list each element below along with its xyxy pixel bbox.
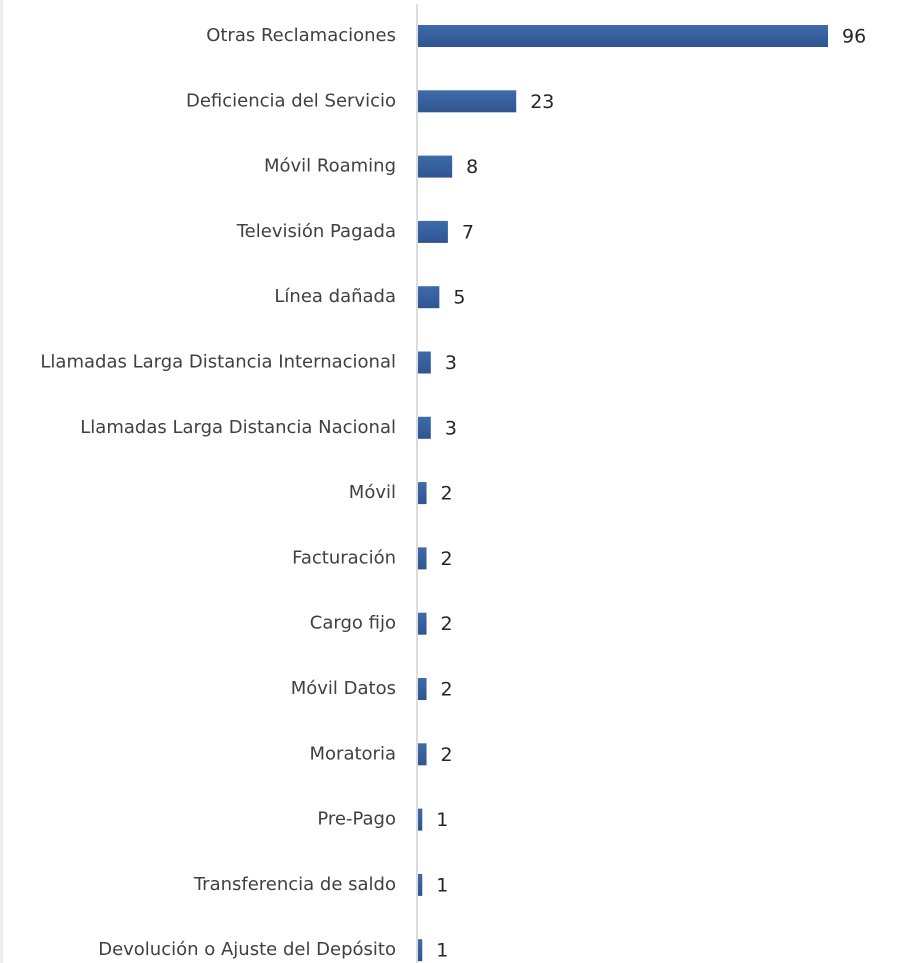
data-label: 7 — [462, 221, 474, 243]
bar — [418, 873, 423, 896]
data-label: 8 — [466, 156, 478, 178]
panel-edge — [0, 0, 3, 963]
data-label: 2 — [441, 548, 453, 570]
bar — [418, 351, 431, 374]
category-label: Pre-Pago — [317, 809, 396, 830]
data-label: 1 — [436, 809, 448, 831]
bar — [418, 482, 427, 505]
category-label: Llamadas Larga Distancia Internacional — [40, 352, 396, 373]
data-label: 96 — [842, 26, 866, 48]
category-label: Deficiencia del Servicio — [186, 90, 396, 111]
category-label: Móvil Roaming — [264, 156, 396, 177]
bar — [418, 808, 423, 831]
data-label: 23 — [530, 91, 554, 113]
bar — [418, 612, 427, 635]
bar — [418, 416, 431, 439]
bar — [418, 220, 448, 243]
bar — [418, 90, 517, 113]
bar — [418, 743, 427, 766]
value-labels-group: 96 23 8 7 5 3 3 2 2 2 2 2 1 1 1 — [436, 26, 866, 962]
bar — [418, 678, 427, 700]
category-label: Móvil Datos — [291, 678, 396, 699]
data-label: 2 — [441, 679, 453, 701]
bar — [418, 939, 423, 962]
category-label: Devolución o Ajuste del Depósito — [98, 939, 396, 960]
data-label: 2 — [441, 483, 453, 505]
data-label: 3 — [445, 417, 457, 439]
bar — [418, 25, 828, 47]
category-label: Moratoria — [310, 743, 396, 764]
data-label: 1 — [436, 940, 448, 962]
category-label: Otras Reclamaciones — [206, 25, 396, 46]
bar — [418, 155, 453, 178]
data-label: 2 — [441, 613, 453, 635]
data-label: 1 — [436, 874, 448, 896]
category-label: Llamadas Larga Distancia Nacional — [80, 417, 396, 438]
bars-group — [418, 25, 828, 962]
category-label: Televisión Pagada — [236, 221, 396, 242]
data-label: 3 — [445, 352, 457, 374]
category-labels-group: Otras Reclamaciones Deficiencia del Servi… — [40, 25, 396, 960]
bar — [418, 547, 427, 570]
bar — [418, 286, 440, 309]
data-label: 2 — [441, 744, 453, 766]
category-label: Transferencia de saldo — [193, 874, 396, 895]
data-label: 5 — [453, 287, 465, 309]
category-label: Facturación — [292, 547, 396, 568]
category-label: Móvil — [349, 482, 396, 503]
category-label: Línea dañada — [274, 286, 396, 307]
category-label: Cargo fijo — [310, 613, 396, 634]
